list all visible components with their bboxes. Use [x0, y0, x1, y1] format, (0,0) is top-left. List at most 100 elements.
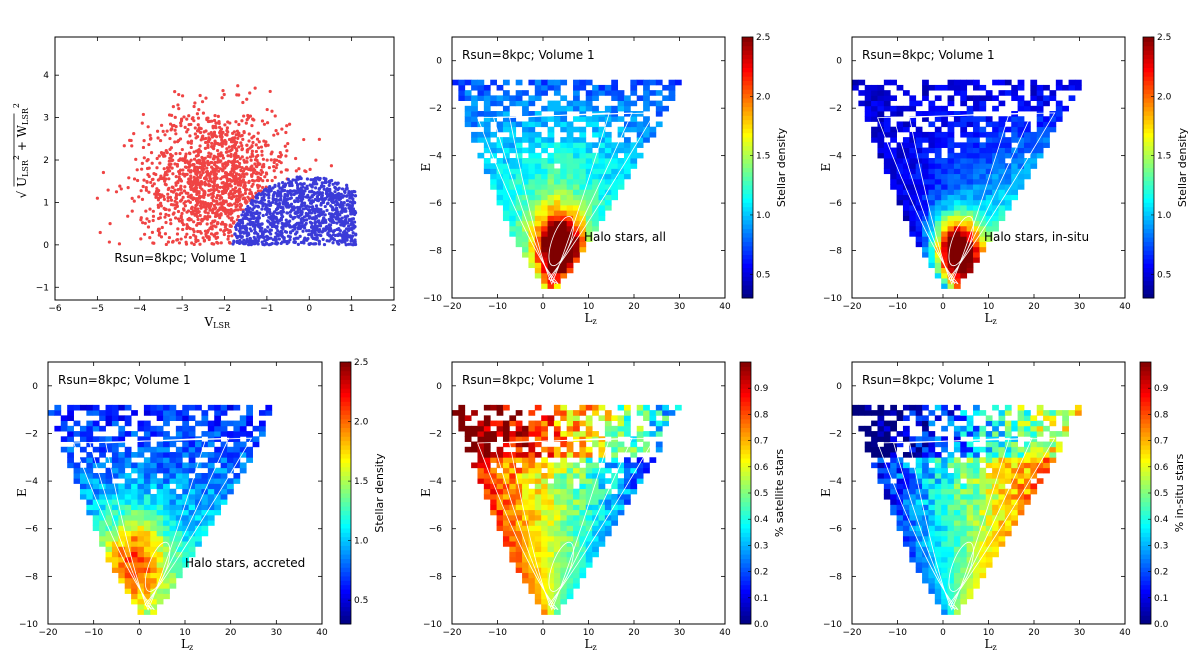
heatmap-cell [188, 462, 196, 469]
heatmap-cell [471, 105, 478, 112]
scatter-point [250, 173, 254, 177]
heatmap-cell [163, 410, 170, 416]
scatter-point [202, 192, 206, 196]
heatmap-cell [131, 593, 138, 600]
colorbar-segment [340, 475, 351, 481]
scatter-point [284, 218, 288, 222]
heatmap-cell [541, 79, 548, 86]
heatmap-cell [852, 84, 859, 91]
heatmap-cell [941, 168, 948, 175]
heatmap-cell [471, 116, 478, 122]
heatmap-cell [541, 225, 548, 232]
heatmap-cell [92, 509, 100, 516]
heatmap-cell [922, 241, 929, 248]
heatmap-cell [922, 147, 929, 154]
heatmap-cell [131, 588, 138, 594]
colorbar-segment [742, 145, 753, 151]
heatmap-cell [483, 84, 491, 91]
scatter-point [209, 232, 214, 236]
heatmap-cell [528, 583, 536, 589]
heatmap-cell [579, 572, 587, 579]
scatter-point [347, 218, 351, 222]
scatter-point [239, 141, 243, 145]
heatmap-cell [973, 168, 980, 175]
scatter-point [141, 184, 145, 189]
heatmap-cell [966, 116, 974, 122]
scatter-point [224, 161, 228, 165]
heatmap-cell [502, 105, 510, 112]
heatmap-cell [1017, 79, 1025, 86]
heatmap-cell [464, 90, 472, 96]
colorbar-segment [742, 263, 753, 269]
heatmap-cell [534, 215, 542, 222]
colorbar-segment [742, 150, 753, 155]
heatmap-cell [922, 231, 929, 237]
scatter-point [228, 192, 232, 196]
heatmap-cell [156, 404, 164, 411]
scatter-point [233, 181, 237, 186]
heatmap-cell [643, 100, 650, 107]
colorbar-segment [340, 444, 351, 450]
heatmap-cell [941, 236, 948, 242]
heatmap-cell [169, 572, 177, 579]
scatter-point [237, 198, 242, 202]
heatmap-cell [553, 236, 561, 242]
scatter-point [195, 181, 199, 186]
heatmap-cell [227, 404, 234, 411]
scatter-point [207, 184, 211, 188]
heatmap-cell [515, 231, 523, 237]
heatmap-cell [528, 178, 536, 185]
colorbar-segment [1143, 80, 1154, 86]
scatter-point [210, 144, 214, 149]
heatmap-cell [131, 493, 138, 500]
scatter-point [240, 213, 244, 217]
heatmap-cell [947, 199, 955, 206]
scatter-point [234, 194, 239, 198]
scatter-point [238, 238, 242, 242]
heatmap-cell [541, 142, 548, 148]
scatter-point [308, 208, 312, 212]
heatmap-cell [188, 404, 196, 411]
colorbar-segment [1143, 176, 1154, 182]
scatter-point [164, 220, 168, 225]
heatmap-cell [592, 158, 599, 164]
heatmap-cell [1036, 95, 1044, 101]
scatter-point [146, 225, 151, 229]
heatmap-cell [515, 95, 523, 101]
colorbar-segment [340, 506, 351, 511]
colorbar-segment [340, 602, 351, 608]
heatmap-cell [934, 168, 942, 175]
scatter-point [220, 220, 225, 225]
heatmap-cell [175, 415, 183, 421]
scatter-point [289, 202, 294, 206]
heatmap-cell [1043, 116, 1050, 122]
scatter-point [268, 89, 272, 94]
heatmap-cell [1023, 147, 1031, 154]
scatter-point [234, 205, 238, 209]
colorbar-segment [742, 158, 753, 164]
heatmap-cell [979, 178, 987, 185]
scatter-point [280, 240, 285, 244]
heatmap-cell [604, 178, 612, 185]
heatmap-cell [636, 95, 644, 101]
heatmap-cell [143, 514, 151, 521]
heatmap-cell [515, 90, 523, 96]
heatmap-cell [522, 105, 529, 112]
scatter-point [219, 241, 223, 245]
scatter-point [192, 242, 196, 247]
heatmap-cell [156, 551, 164, 558]
heatmap-cell [883, 168, 891, 175]
heatmap-cell [92, 520, 100, 526]
scatter-point [243, 191, 247, 195]
scatter-point [185, 117, 189, 121]
scatter-point [352, 226, 356, 230]
heatmap-cell [1004, 142, 1012, 148]
heatmap-cell [934, 147, 942, 154]
heatmap-cell [630, 152, 638, 159]
heatmap-cell [611, 105, 619, 112]
colorbar-segment [742, 110, 753, 116]
scatter-point [276, 211, 280, 215]
scatter-point [174, 181, 178, 185]
colorbar-segment [340, 554, 351, 559]
scatter-point [219, 152, 223, 156]
